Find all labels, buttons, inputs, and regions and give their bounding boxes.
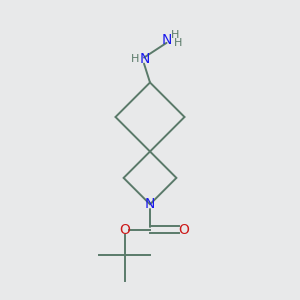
Text: N: N	[145, 197, 155, 211]
Text: O: O	[119, 223, 130, 237]
Text: O: O	[178, 223, 189, 237]
Text: H: H	[171, 29, 180, 40]
Text: N: N	[161, 34, 172, 47]
Text: N: N	[140, 52, 150, 66]
Text: H: H	[131, 54, 139, 64]
Text: H: H	[174, 38, 182, 48]
